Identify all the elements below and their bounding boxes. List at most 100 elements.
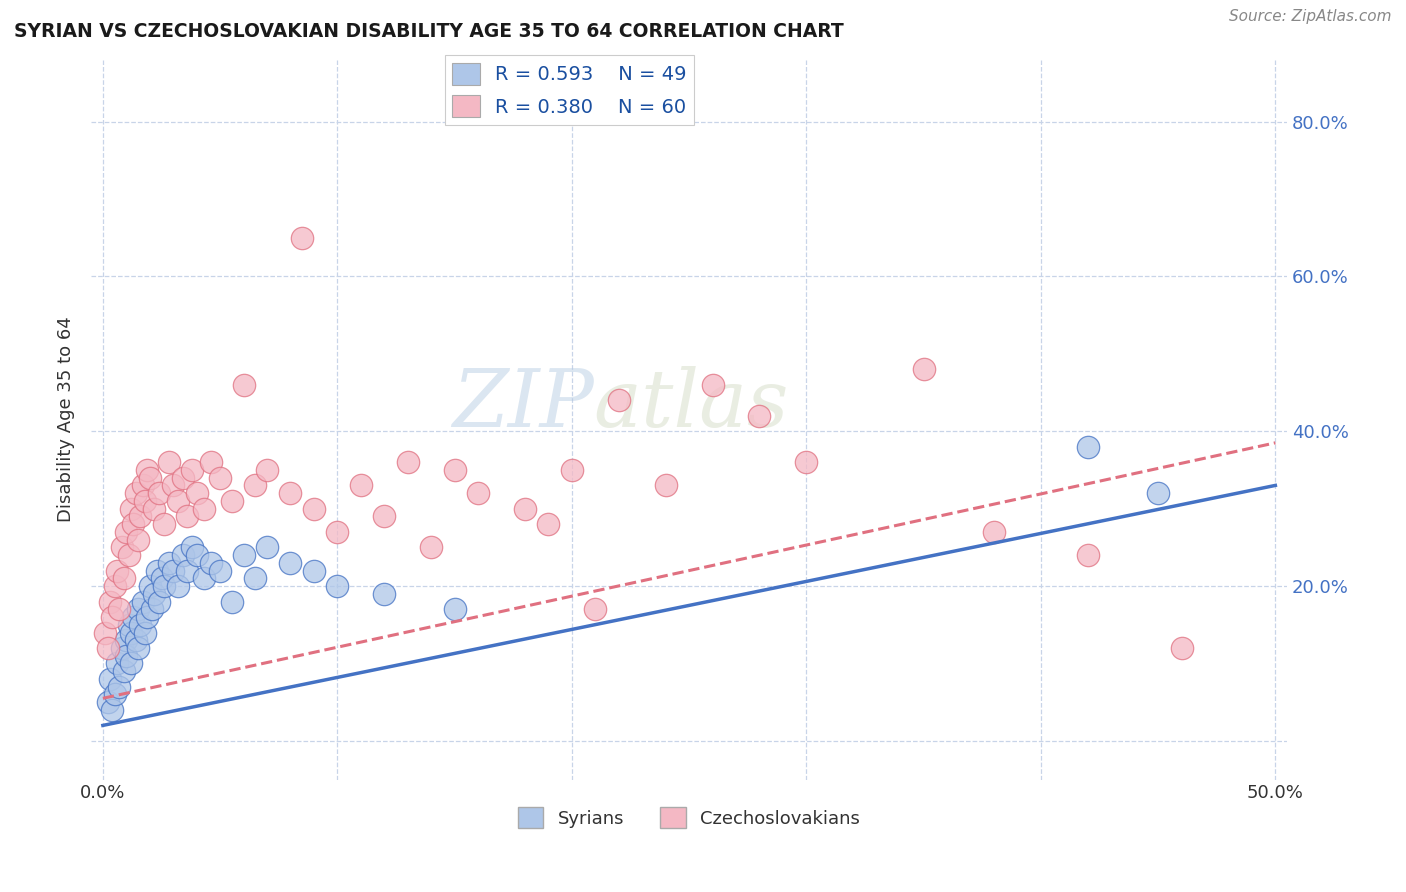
Point (209, 564, 232, 578)
Point (122, 517, 145, 532)
Point (112, 571, 135, 585)
Point (200, 455, 222, 469)
Point (139, 471, 162, 485)
Point (118, 617, 141, 632)
Point (120, 501, 142, 516)
Point (115, 648, 138, 663)
Point (127, 602, 149, 616)
Point (143, 587, 166, 601)
Point (120, 657, 142, 671)
Point (420, 541, 443, 555)
Point (167, 579, 190, 593)
Point (1077, 548, 1099, 562)
Point (176, 509, 198, 524)
Point (1147, 486, 1170, 500)
Point (111, 541, 134, 555)
Point (94, 625, 117, 640)
Point (125, 633, 148, 648)
Point (127, 640, 149, 655)
Point (153, 517, 176, 532)
Point (111, 640, 134, 655)
Point (108, 680, 131, 694)
Point (97, 640, 120, 655)
Point (105, 657, 128, 671)
Point (139, 579, 162, 593)
Point (748, 409, 770, 423)
Point (129, 509, 152, 524)
Point (150, 571, 173, 585)
Point (373, 587, 395, 601)
Point (104, 579, 127, 593)
Point (172, 471, 194, 485)
Point (396, 455, 419, 469)
Point (221, 594, 243, 608)
Point (443, 602, 465, 616)
Point (291, 230, 314, 244)
Point (105, 564, 128, 578)
Point (443, 463, 465, 477)
Point (98, 594, 121, 608)
Point (583, 602, 606, 616)
Point (186, 486, 208, 500)
Point (326, 524, 349, 539)
Point (101, 703, 124, 717)
Point (157, 455, 180, 469)
Text: ZIP: ZIP (451, 367, 593, 444)
Point (98, 672, 121, 686)
Point (513, 501, 536, 516)
Point (127, 533, 149, 547)
Point (537, 517, 560, 532)
Point (108, 602, 131, 616)
Point (157, 556, 180, 570)
Point (280, 556, 302, 570)
Point (373, 509, 395, 524)
Legend: Syrians, Czechoslovakians: Syrians, Czechoslovakians (510, 800, 868, 836)
Point (1077, 440, 1099, 454)
Point (112, 664, 135, 678)
Point (702, 377, 724, 392)
Point (136, 610, 159, 624)
Point (97, 695, 120, 709)
Point (232, 548, 254, 562)
Text: SYRIAN VS CZECHOSLOVAKIAN DISABILITY AGE 35 TO 64 CORRELATION CHART: SYRIAN VS CZECHOSLOVAKIAN DISABILITY AGE… (14, 22, 844, 41)
Point (326, 579, 349, 593)
Point (146, 564, 169, 578)
Point (561, 463, 583, 477)
Point (134, 494, 156, 508)
Point (302, 501, 325, 516)
Point (256, 463, 278, 477)
Point (148, 486, 170, 500)
Point (232, 377, 254, 392)
Point (115, 633, 138, 648)
Point (193, 571, 215, 585)
Point (162, 478, 184, 492)
Point (245, 571, 267, 585)
Point (796, 455, 818, 469)
Point (122, 610, 145, 624)
Point (302, 564, 325, 578)
Point (176, 564, 198, 578)
Point (245, 478, 267, 492)
Point (181, 463, 204, 477)
Point (101, 610, 124, 624)
Point (221, 494, 243, 508)
Point (104, 688, 127, 702)
Point (467, 486, 489, 500)
Point (912, 362, 935, 376)
Point (134, 625, 156, 640)
Point (983, 524, 1005, 539)
Point (132, 594, 155, 608)
Point (181, 541, 204, 555)
Point (172, 548, 194, 562)
Y-axis label: Disability Age 35 to 64: Disability Age 35 to 64 (58, 317, 75, 523)
Point (125, 486, 148, 500)
Point (280, 486, 302, 500)
Point (350, 478, 373, 492)
Text: atlas: atlas (593, 367, 789, 444)
Point (607, 393, 630, 408)
Point (162, 564, 184, 578)
Point (167, 494, 190, 508)
Point (186, 548, 208, 562)
Point (143, 501, 166, 516)
Point (120, 625, 142, 640)
